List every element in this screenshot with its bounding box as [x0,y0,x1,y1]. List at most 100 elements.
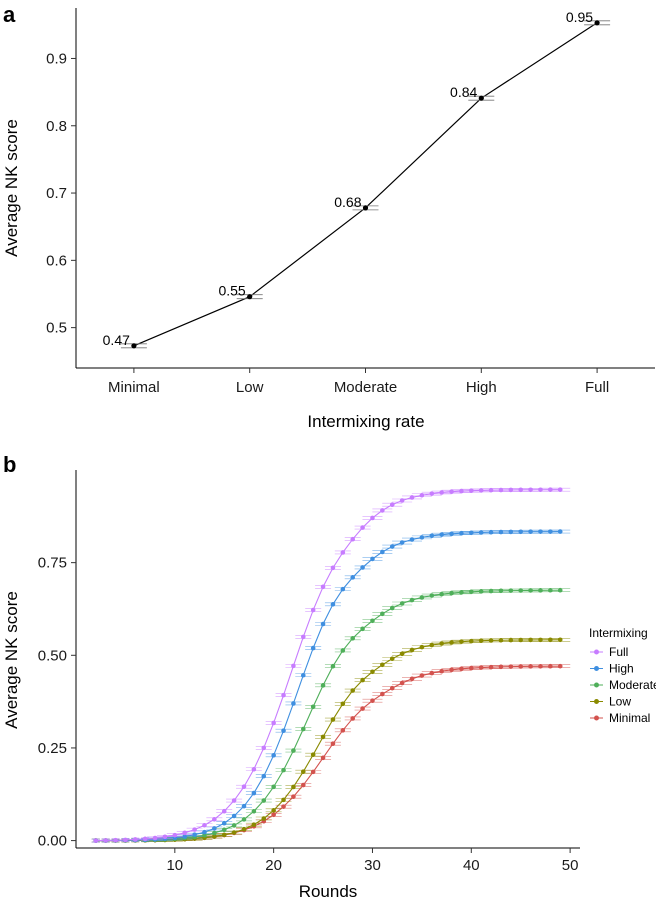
point-marker [594,20,600,26]
data-point [221,820,227,826]
data-point [212,830,217,836]
data-point [291,794,296,800]
data-label: 0.55 [218,283,245,299]
data-label: 0.68 [334,194,361,210]
legend-label: Minimal [609,711,650,725]
data-point [538,529,543,534]
data-point [468,589,474,595]
data-point [360,677,365,683]
data-point [419,673,425,678]
data-point [340,701,346,707]
data-point [449,590,454,596]
series-full [91,487,571,843]
data-point [350,635,356,641]
data-point [310,769,316,775]
data-point [389,685,395,691]
data-point [251,808,257,814]
data-point [300,782,306,788]
data-point [162,834,168,840]
data-point [310,607,316,613]
data-point [291,701,296,706]
legend-swatch-marker [594,715,599,721]
data-point [271,808,276,813]
data-point [370,669,375,675]
data-point [468,665,474,671]
data-point [370,618,375,624]
panel-b: b Average NK score Rounds 0.000.250.500.… [2,452,656,901]
data-point [310,704,316,710]
data-point [409,676,415,682]
panel-a-plot-area: 0.47 0.55 0.68 0.84 0.95 [103,9,611,349]
data-point [241,784,247,790]
x-tick-label: 30 [364,857,381,874]
data-point [538,487,543,493]
data-point [330,663,336,669]
y-tick-label: 0.6 [46,252,67,269]
series-line-low [95,639,561,842]
data-point [320,584,326,590]
data-point-full: 0.95 [566,9,611,26]
data-point [261,798,267,803]
legend-item-minimal: Minimal [590,711,650,725]
data-point [459,666,464,672]
x-tick-label-moderate: Moderate [334,379,397,396]
data-point [103,838,108,843]
data-point [271,752,276,758]
data-point [429,491,435,496]
data-point [449,667,454,673]
data-point [221,832,227,838]
data-point [340,586,346,592]
data-point [439,641,444,646]
data-point [300,726,306,732]
data-point [212,816,217,822]
panel-a-x-ticks: Minimal Low Moderate High Full [108,368,609,396]
series-line-moderate [95,589,561,842]
y-tick-label: 0.00 [38,833,67,850]
data-point [399,680,405,686]
data-point [557,587,563,593]
data-point [231,830,237,835]
data-point [449,531,454,537]
data-point [281,728,286,734]
data-point [409,495,415,500]
series-line [133,22,598,347]
data-point [172,832,178,838]
series-high [91,529,571,843]
data-point [449,640,454,645]
legend-label: Moderate [609,678,656,692]
y-tick-label: 0.8 [46,118,67,135]
data-point [380,691,385,697]
data-point [281,797,286,803]
data-point [409,597,415,603]
data-point [212,826,217,831]
panel-b-label: b [3,452,16,477]
data-point [123,837,128,843]
data-point [241,826,247,832]
data-point [340,550,346,555]
data-point [429,670,435,676]
data-point-high: 0.84 [450,84,495,101]
data-point-minimal: 0.47 [103,332,147,349]
data-point [557,637,563,643]
data-point [389,656,395,662]
x-tick-label-full: Full [585,379,609,396]
data-point [389,544,395,549]
data-point [548,529,553,534]
legend-swatch-marker [594,699,599,704]
y-tick-label: 0.75 [38,555,67,572]
legend-label: High [609,662,634,676]
legend-item-moderate: Moderate [590,678,656,692]
data-point [231,798,237,803]
data-point [459,530,464,536]
data-label: 0.47 [103,332,130,348]
x-tick-label: 20 [265,857,282,874]
data-point [548,587,553,593]
data-point [202,822,207,828]
data-point [389,502,395,507]
data-point [548,663,553,669]
data-point [340,728,346,733]
panel-b-y-ticks: 0.00 0.25 0.50 0.75 [38,555,76,850]
data-point [281,692,286,698]
x-tick-label: 40 [463,857,480,874]
point-marker [131,343,137,349]
